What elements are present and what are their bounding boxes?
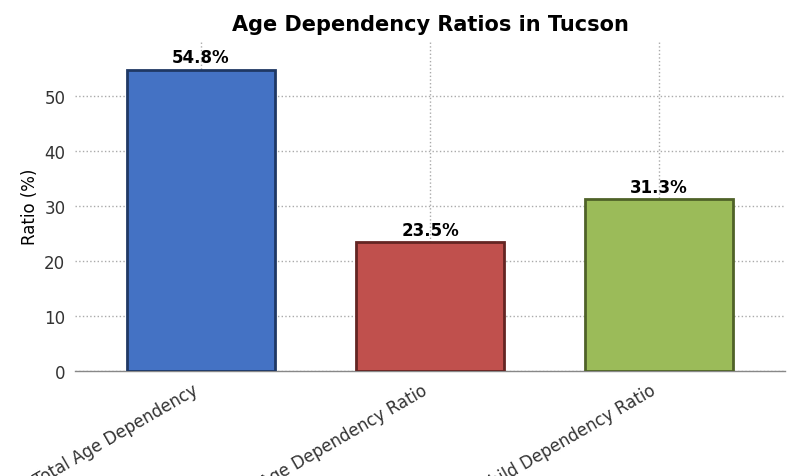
Text: 54.8%: 54.8% <box>172 50 230 67</box>
Title: Age Dependency Ratios in Tucson: Age Dependency Ratios in Tucson <box>232 15 629 35</box>
Bar <box>126 70 275 371</box>
Bar <box>356 242 505 371</box>
Text: 23.5%: 23.5% <box>401 221 459 239</box>
Bar <box>585 199 734 371</box>
Text: 31.3%: 31.3% <box>630 178 688 196</box>
Y-axis label: Ratio (%): Ratio (%) <box>21 169 38 245</box>
